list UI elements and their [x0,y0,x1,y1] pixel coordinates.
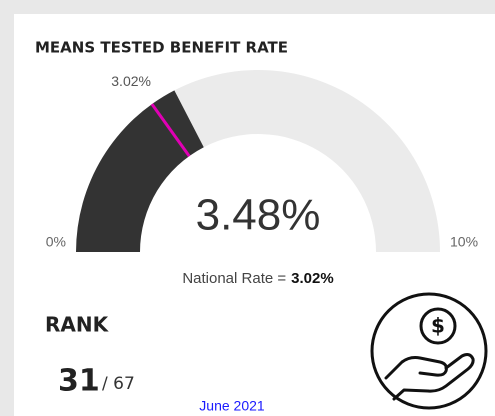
gauge [76,70,441,253]
target-label: 3.02% [111,73,151,89]
gauge-value: 3.48% [196,191,321,240]
money-hand-icon: $ [370,292,488,410]
icon-circle [370,292,488,410]
national-rate-value: 3.02% [291,270,334,287]
icon-hand [384,353,475,401]
rank-value: 31 [58,364,100,399]
target-marker [150,103,191,157]
national-rate-caption: National Rate = [182,270,286,287]
rank-title: RANK [45,313,110,337]
icon-coin [419,307,457,345]
gauge-range-label: 10% [450,234,478,250]
rank-of: / 67 [102,374,135,394]
icon-dollar: $ [431,314,445,338]
date: June 2021 [199,398,265,414]
national-rate: National Rate = 3.02% [182,270,333,287]
gauge-track [174,70,441,253]
gauge-range-label: 0% [46,234,66,250]
chart-title: MEANS TESTED BENEFIT RATE [35,39,288,57]
